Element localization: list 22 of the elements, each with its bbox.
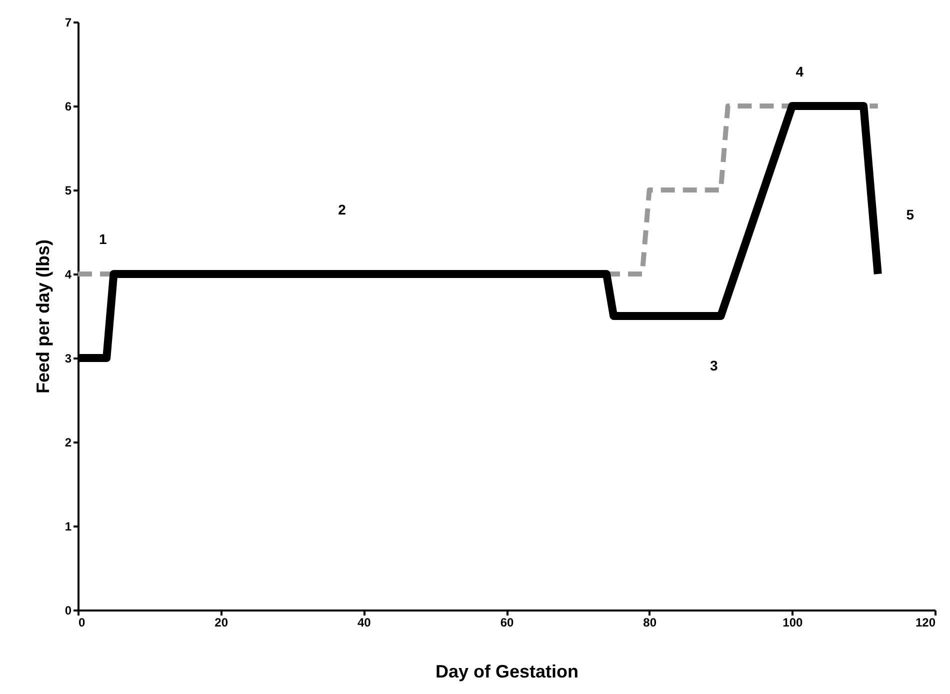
y-tick-label: 1 — [64, 520, 72, 534]
annotation: 5 — [906, 206, 914, 222]
y-tick-label: 6 — [64, 100, 72, 114]
y-tick-label: 4 — [64, 268, 72, 282]
y-tick-label: 0 — [64, 604, 72, 618]
x-tick-label: 80 — [643, 616, 657, 630]
x-tick-label: 120 — [915, 616, 936, 630]
annotation: 3 — [710, 358, 718, 374]
y-tick-label: 3 — [64, 352, 72, 366]
annotation: 1 — [98, 231, 107, 248]
y-tick-label: 7 — [64, 16, 72, 30]
y-tick-label: 5 — [64, 184, 72, 198]
y-tick-label: 2 — [64, 436, 72, 450]
annotation: 2 — [338, 202, 346, 218]
x-axis-title: Day of Gestation — [435, 662, 579, 682]
x-tick-label: 20 — [214, 616, 228, 630]
annotation: 4 — [796, 64, 804, 80]
y-axis-title: Feed per day (lbs) — [32, 239, 53, 394]
x-tick-label: 100 — [782, 616, 803, 630]
x-tick-label: 0 — [78, 616, 86, 630]
x-tick-label: 40 — [357, 616, 372, 630]
x-tick-label: 60 — [500, 616, 514, 630]
